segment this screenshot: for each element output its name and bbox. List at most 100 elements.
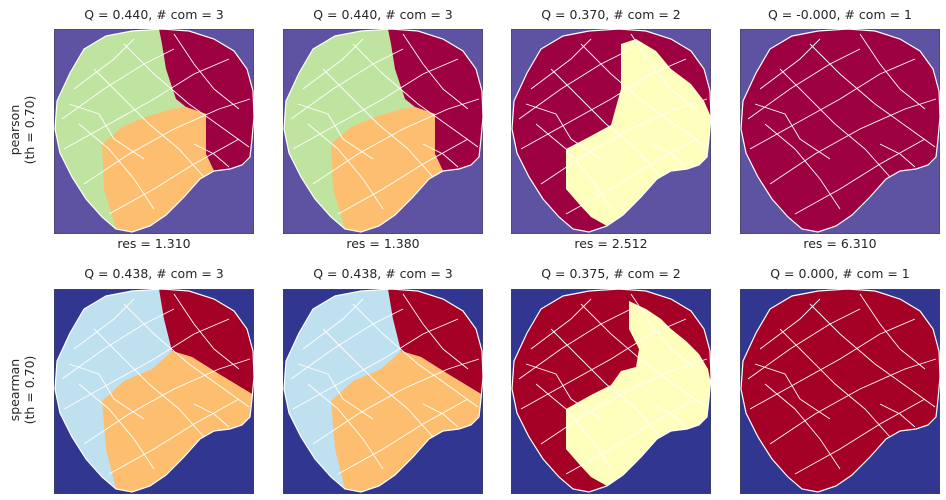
parcel-boundary-11-r2c3 bbox=[650, 403, 687, 428]
parcel-boundary-8-r1c4 bbox=[764, 123, 841, 210]
parcel-boundary-1-r1c1 bbox=[73, 38, 135, 90]
parcel-boundary-8-r2c3 bbox=[535, 383, 612, 470]
parcel-boundary-8-r2c4 bbox=[764, 383, 841, 470]
parcel-boundary-1-r2c4 bbox=[759, 298, 821, 350]
parcel-boundary-7-r2c4 bbox=[809, 303, 936, 408]
parcel-boundary-10-r2c1 bbox=[68, 363, 145, 420]
panel-title-r2c1: Q = 0.438, # com = 3 bbox=[84, 266, 224, 281]
parcel-boundary-7-r2c2 bbox=[352, 303, 479, 408]
parcel-boundary-9-r1c2 bbox=[402, 33, 469, 110]
panel-title-r2c3: Q = 0.375, # com = 2 bbox=[541, 266, 681, 281]
parcel-boundary-9-r2c3 bbox=[630, 293, 697, 370]
panel-res-r1c4: res = 6.310 bbox=[803, 236, 877, 251]
parcel-boundary-11-r1c1 bbox=[193, 143, 230, 168]
parcel-boundary-7-r2c1 bbox=[123, 303, 250, 408]
row-label-spearman-metric: spearman bbox=[7, 358, 22, 422]
brain-outline-r2c1 bbox=[54, 289, 254, 493]
parcel-boundary-2-r2c4 bbox=[747, 308, 861, 380]
panel-title-r1c3: Q = 0.370, # com = 2 bbox=[541, 7, 681, 22]
panel-title-r2c2: Q = 0.438, # com = 3 bbox=[313, 266, 453, 281]
parcel-boundary-6-r2c2 bbox=[322, 328, 434, 438]
parcel-boundary-5-r1c2 bbox=[337, 138, 469, 215]
brain-map-r2c1 bbox=[54, 289, 254, 494]
brain-outline-r1c1 bbox=[54, 29, 254, 233]
parcel-boundary-3-r1c1 bbox=[63, 58, 230, 150]
brain-map-r1c2 bbox=[283, 29, 483, 234]
parcel-boundary-2-r1c3 bbox=[518, 48, 632, 120]
row-label-pearson: pearson (th = 0.70) bbox=[7, 60, 37, 200]
parcel-boundary-6-r1c3 bbox=[550, 68, 662, 178]
parcel-boundary-2-r2c2 bbox=[290, 308, 404, 380]
brain-outline-r1c3 bbox=[511, 29, 711, 233]
parcel-boundary-10-r2c4 bbox=[754, 363, 831, 420]
community-region-1-r1c3 bbox=[566, 39, 711, 226]
parcel-boundary-8-r1c3 bbox=[535, 123, 612, 210]
parcel-boundary-9-r2c1 bbox=[173, 293, 240, 370]
parcel-boundary-3-r2c3 bbox=[520, 318, 687, 410]
parcel-boundary-8-r1c1 bbox=[78, 123, 155, 210]
parcel-boundary-11-r2c2 bbox=[422, 403, 459, 428]
brain-outline-r2c2 bbox=[283, 289, 483, 493]
parcel-boundary-6-r2c4 bbox=[779, 328, 891, 438]
brain-map-r2c3 bbox=[511, 289, 711, 494]
parcel-boundary-3-r1c4 bbox=[749, 58, 916, 150]
community-region-2-r1c2 bbox=[331, 107, 443, 232]
brain-map-r2c2 bbox=[283, 289, 483, 494]
parcel-boundary-5-r2c2 bbox=[337, 398, 469, 475]
community-region-1-r2c3 bbox=[566, 301, 711, 486]
parcel-boundary-4-r2c3 bbox=[540, 358, 708, 445]
parcel-boundary-5-r1c1 bbox=[108, 138, 240, 215]
parcel-boundary-11-r1c3 bbox=[650, 143, 687, 168]
panel-title-r1c1: Q = 0.440, # com = 3 bbox=[84, 7, 224, 22]
row-label-pearson-threshold: (th = 0.70) bbox=[22, 95, 37, 165]
parcel-boundary-10-r2c3 bbox=[525, 363, 602, 420]
panel-title-r1c4: Q = -0.000, # com = 1 bbox=[767, 7, 913, 22]
brain-outline-r2c4 bbox=[740, 289, 940, 493]
brain-map-r1c1 bbox=[54, 29, 254, 234]
parcel-boundary-9-r1c3 bbox=[630, 33, 697, 110]
parcel-boundary-4-r2c2 bbox=[312, 358, 480, 445]
brain-map-r1c3 bbox=[511, 29, 711, 234]
row-label-pearson-metric: pearson bbox=[7, 104, 22, 156]
panel-res-r1c2: res = 1.380 bbox=[346, 236, 420, 251]
parcel-boundary-10-r1c4 bbox=[754, 103, 831, 160]
parcel-boundary-3-r2c1 bbox=[63, 318, 230, 410]
parcel-boundary-5-r2c1 bbox=[108, 398, 240, 475]
parcel-boundary-1-r2c2 bbox=[302, 298, 364, 350]
parcel-boundary-9-r1c1 bbox=[173, 33, 240, 110]
parcel-boundary-6-r1c1 bbox=[93, 68, 205, 178]
parcel-boundary-6-r2c1 bbox=[93, 328, 205, 438]
parcel-boundary-11-r2c1 bbox=[193, 403, 230, 428]
parcel-boundary-2-r1c1 bbox=[61, 48, 175, 120]
parcel-boundary-5-r2c3 bbox=[565, 398, 697, 475]
parcel-boundary-11-r2c4 bbox=[879, 403, 916, 428]
parcel-boundary-9-r2c4 bbox=[859, 293, 926, 370]
brain-outline-r1c4 bbox=[740, 29, 940, 233]
parcel-boundary-1-r1c4 bbox=[759, 38, 821, 90]
parcel-boundary-8-r2c1 bbox=[78, 383, 155, 470]
brain-outline-r1c2 bbox=[283, 29, 483, 233]
parcel-boundary-7-r1c1 bbox=[123, 43, 250, 148]
parcel-boundary-4-r2c1 bbox=[83, 358, 251, 445]
parcel-boundary-11-r1c2 bbox=[422, 143, 459, 168]
parcel-boundary-5-r1c3 bbox=[565, 138, 697, 215]
panel-res-r1c1: res = 1.310 bbox=[117, 236, 191, 251]
parcel-boundary-7-r1c4 bbox=[809, 43, 936, 148]
parcel-boundary-4-r1c3 bbox=[540, 98, 708, 185]
parcel-boundary-6-r2c3 bbox=[550, 328, 662, 438]
parcel-boundary-10-r2c2 bbox=[297, 363, 374, 420]
community-region-2-r1c1 bbox=[102, 107, 214, 232]
parcel-boundary-2-r1c2 bbox=[290, 48, 404, 120]
parcel-boundary-7-r1c3 bbox=[580, 43, 707, 148]
community-region-1-r2c2 bbox=[388, 289, 483, 394]
parcel-boundary-4-r1c2 bbox=[312, 98, 480, 185]
parcel-boundary-1-r2c3 bbox=[530, 298, 592, 350]
parcel-boundary-1-r2c1 bbox=[73, 298, 135, 350]
row-label-spearman: spearman (th = 0.70) bbox=[7, 320, 37, 460]
panel-title-r2c4: Q = 0.000, # com = 1 bbox=[770, 266, 910, 281]
parcel-boundary-11-r1c4 bbox=[879, 143, 916, 168]
parcel-boundary-5-r2c4 bbox=[794, 398, 926, 475]
parcel-boundary-7-r1c2 bbox=[352, 43, 479, 148]
parcel-boundary-2-r1c4 bbox=[747, 48, 861, 120]
parcel-boundary-1-r1c3 bbox=[530, 38, 592, 90]
